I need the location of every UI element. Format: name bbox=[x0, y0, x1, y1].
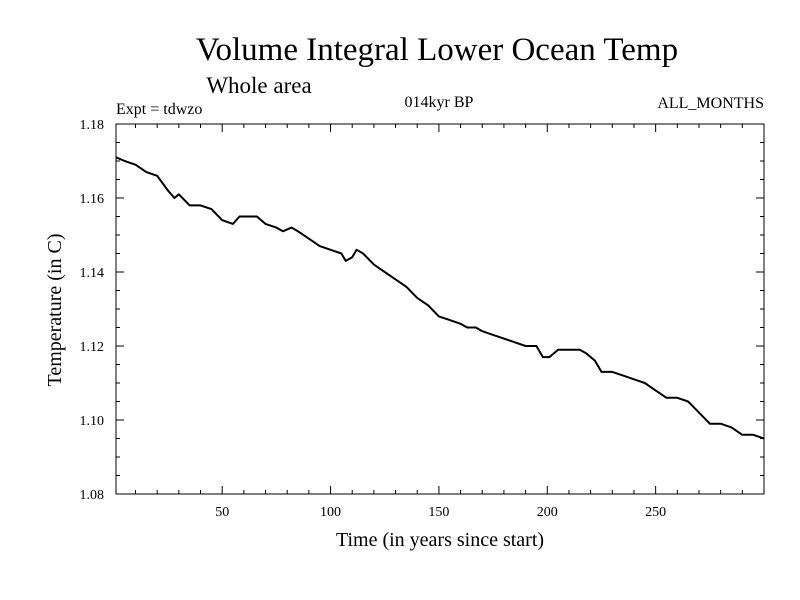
series-line bbox=[115, 156, 765, 440]
x-tick-label: 50 bbox=[215, 505, 229, 520]
x-tick-label: 250 bbox=[645, 505, 666, 520]
x-tick-label: 100 bbox=[320, 505, 341, 520]
plot-area: 50 100 150 200 250 1.08 1.10 1.12 1.14 1.16 1.18 bbox=[80, 118, 765, 520]
chart-title: Volume Integral Lower Ocean Temp bbox=[196, 32, 678, 68]
y-tick-label: 1.10 bbox=[80, 414, 105, 429]
x-axis-label: Time (in years since start) bbox=[336, 529, 544, 551]
y-tick-label: 1.18 bbox=[80, 118, 105, 133]
y-tick-label: 1.12 bbox=[80, 340, 105, 355]
months-label: ALL_MONTHS bbox=[657, 95, 764, 112]
period-label: 014kyr BP bbox=[405, 94, 474, 111]
x-tick-label: 200 bbox=[537, 505, 558, 520]
y-tick-label: 1.16 bbox=[80, 192, 105, 207]
y-tick-label: 1.14 bbox=[80, 266, 105, 281]
plot-frame bbox=[115, 123, 765, 495]
chart-subtitle: Whole area bbox=[206, 73, 311, 98]
y-axis-label: Temperature (in C) bbox=[44, 234, 66, 387]
y-tick-label: 1.08 bbox=[80, 488, 105, 503]
x-tick-label: 150 bbox=[428, 505, 449, 520]
experiment-label: Expt = tdwzo bbox=[116, 101, 202, 118]
